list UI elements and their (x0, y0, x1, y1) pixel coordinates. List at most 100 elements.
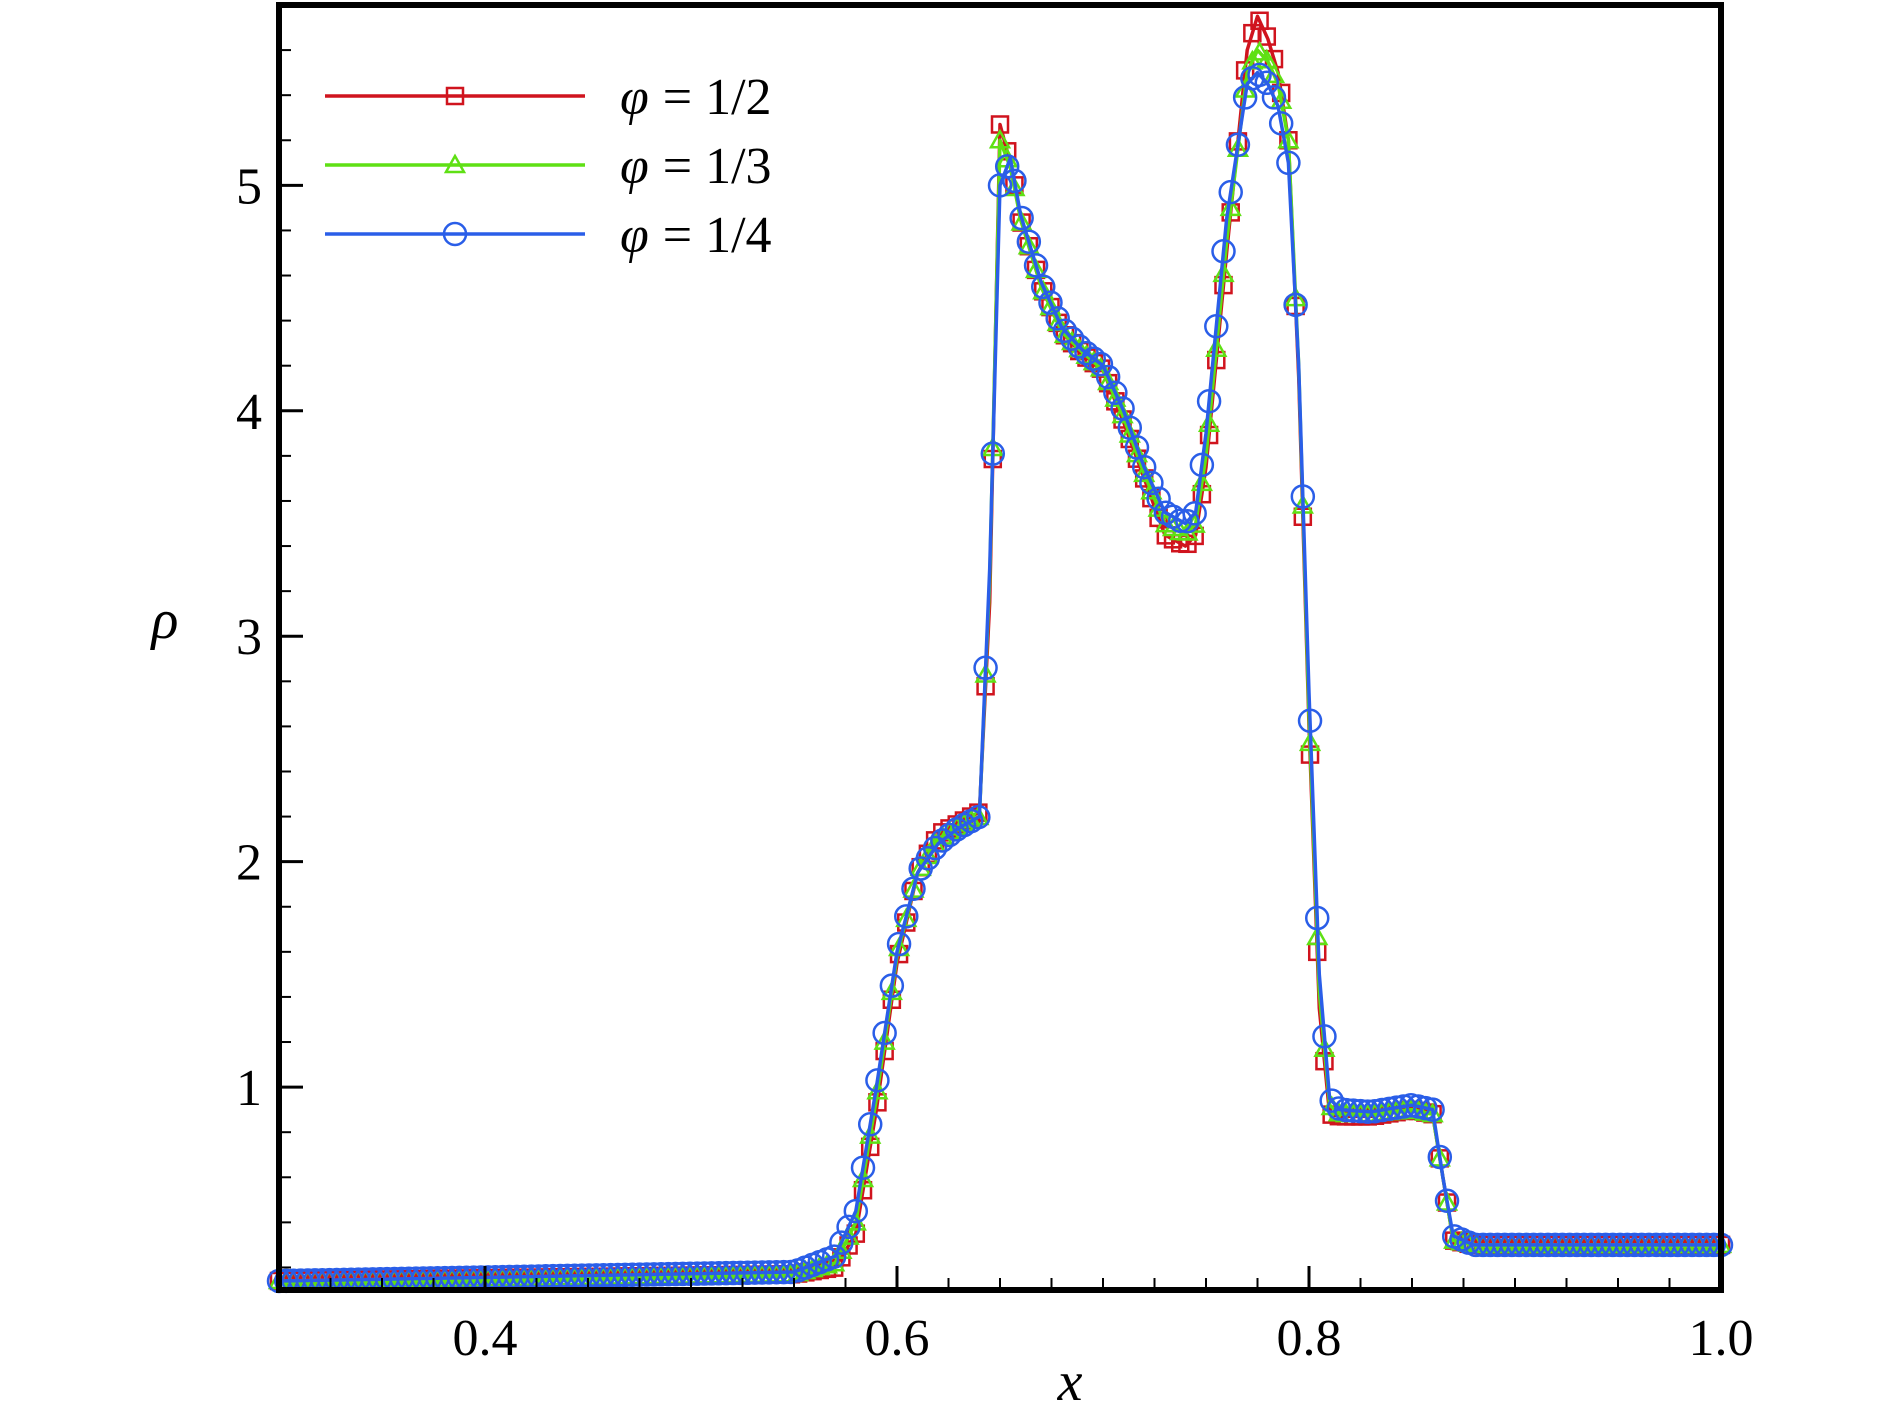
series-3-marker-98 (973, 655, 998, 681)
series-3-marker-80 (843, 1198, 869, 1224)
series-3-marker-198 (1694, 1232, 1719, 1258)
series-2-marker-131 (1212, 262, 1235, 283)
series-3-marker-111 (1067, 334, 1092, 359)
series-2-marker-88 (902, 878, 925, 898)
series-3 (266, 62, 1734, 1294)
legend-item-2-marker-0 (443, 153, 467, 174)
legend-item-1: φ = 1/2 (325, 69, 772, 126)
legend: φ = 1/2 φ = 1/3 φ = 1/4 (325, 69, 772, 264)
x-tick-label: 0.4 (453, 1310, 518, 1367)
series-3-marker-140 (1276, 150, 1301, 176)
series-3-marker-131 (1211, 239, 1236, 264)
y-tick-label: 1 (236, 1060, 262, 1117)
x-axis-label: x (1057, 1351, 1083, 1411)
series-2-marker-97 (967, 805, 990, 826)
series-3-marker-139 (1268, 111, 1294, 136)
series-2-marker-117 (1111, 403, 1134, 424)
series-2-marker-119 (1125, 442, 1149, 463)
series-3-marker-104 (1016, 229, 1042, 254)
series-3-marker-105 (1023, 253, 1049, 278)
series-3-marker-110 (1059, 326, 1085, 351)
y-tick-label: 3 (236, 609, 262, 666)
series-3-marker-102 (1002, 168, 1027, 194)
series-3-marker-83 (865, 1068, 890, 1093)
series-2-marker-129 (1197, 412, 1221, 433)
series-3-marker-126 (1175, 509, 1200, 534)
series-3-marker-103 (1009, 205, 1034, 231)
series-3-marker-144 (1304, 905, 1330, 931)
x-tick-label: 1.0 (1689, 1310, 1754, 1367)
y-tick-label: 4 (236, 384, 262, 441)
series-2-marker-136 (1248, 40, 1271, 61)
series-2-marker-100 (988, 128, 1012, 149)
series-3-marker-199 (1701, 1232, 1727, 1258)
series-3-marker-122 (1146, 486, 1171, 511)
series-3-marker-109 (1052, 318, 1078, 344)
series-3-marker-82 (857, 1112, 883, 1137)
y-axis-label: ρ (150, 589, 179, 651)
series-3-marker-160 (1420, 1097, 1445, 1122)
series-3-marker-132 (1218, 179, 1243, 205)
series-2-marker-87 (895, 907, 918, 928)
legend-item-3-marker-0 (442, 221, 468, 247)
series-3-marker-108 (1045, 306, 1070, 331)
series-3-marker-121 (1139, 470, 1164, 496)
series-3-marker-86 (886, 931, 912, 957)
series-3-marker-114 (1088, 351, 1114, 377)
series-3-marker-120 (1131, 454, 1157, 480)
series-3-marker-161 (1427, 1144, 1453, 1170)
series-3-marker-77 (821, 1244, 847, 1269)
series-3-marker-143 (1297, 708, 1323, 734)
series-3-marker-129 (1196, 388, 1222, 414)
series-2-marker-132 (1219, 196, 1242, 217)
series-3-marker-85 (879, 973, 905, 998)
data-layer (266, 11, 1734, 1294)
series-3-marker-106 (1031, 274, 1056, 300)
series-3-marker-84 (872, 1020, 897, 1046)
series-2-marker-90 (916, 844, 940, 865)
series-3-marker-99 (980, 441, 1006, 466)
legend-item-3-label: φ = 1/4 (620, 207, 772, 264)
series-2-marker-89 (909, 856, 932, 877)
series-3-marker-101 (994, 154, 1020, 179)
series-3-marker-78 (829, 1230, 854, 1255)
series-3-marker-133 (1225, 132, 1251, 158)
series-1-marker-137 (1257, 27, 1277, 46)
series-2-marker-118 (1118, 422, 1141, 443)
series-3-marker-107 (1038, 290, 1063, 315)
series-3-marker-137 (1254, 70, 1280, 96)
series-3-marker-145 (1312, 1024, 1337, 1049)
series-2-marker-128 (1190, 471, 1214, 492)
series-2-marker-85 (880, 980, 903, 1001)
series-3-marker-136 (1247, 62, 1272, 88)
series-3-marker-125 (1168, 508, 1193, 533)
series-3-marker-79 (836, 1214, 861, 1240)
series-3-marker-138 (1261, 85, 1287, 110)
ticks-layer: 0.4 0.6 0.8 1.0 1 2 3 4 5 (236, 4, 1754, 1367)
series-3-marker-128 (1189, 452, 1215, 478)
legend-item-1-marker-0 (445, 86, 465, 106)
y-tick-label: 5 (236, 158, 262, 215)
series-2-marker-130 (1205, 337, 1228, 358)
series-3-marker-130 (1204, 314, 1229, 339)
series-3-marker-127 (1182, 501, 1207, 526)
legend-item-3: φ = 1/4 (325, 207, 772, 264)
series-3-line (278, 70, 1721, 1283)
legend-item-2-label: φ = 1/3 (620, 138, 772, 195)
series-3-marker-97 (966, 804, 991, 830)
legend-item-2: φ = 1/3 (325, 138, 772, 195)
series-3-marker-116 (1103, 380, 1128, 406)
legend-item-1-label: φ = 1/2 (620, 69, 772, 126)
series-3-marker-162 (1434, 1188, 1460, 1213)
y-tick-label: 2 (236, 835, 262, 892)
series-3-marker-141 (1283, 292, 1308, 318)
series-3-marker-115 (1095, 364, 1121, 390)
series-3-marker-81 (850, 1155, 876, 1180)
series-3-marker-91 (922, 835, 948, 861)
x-tick-label: 0.6 (865, 1310, 930, 1367)
series-2-marker-84 (873, 1030, 896, 1050)
series-3-marker-113 (1081, 346, 1106, 371)
series-3-marker-142 (1290, 484, 1316, 509)
x-tick-label: 0.8 (1277, 1310, 1342, 1367)
